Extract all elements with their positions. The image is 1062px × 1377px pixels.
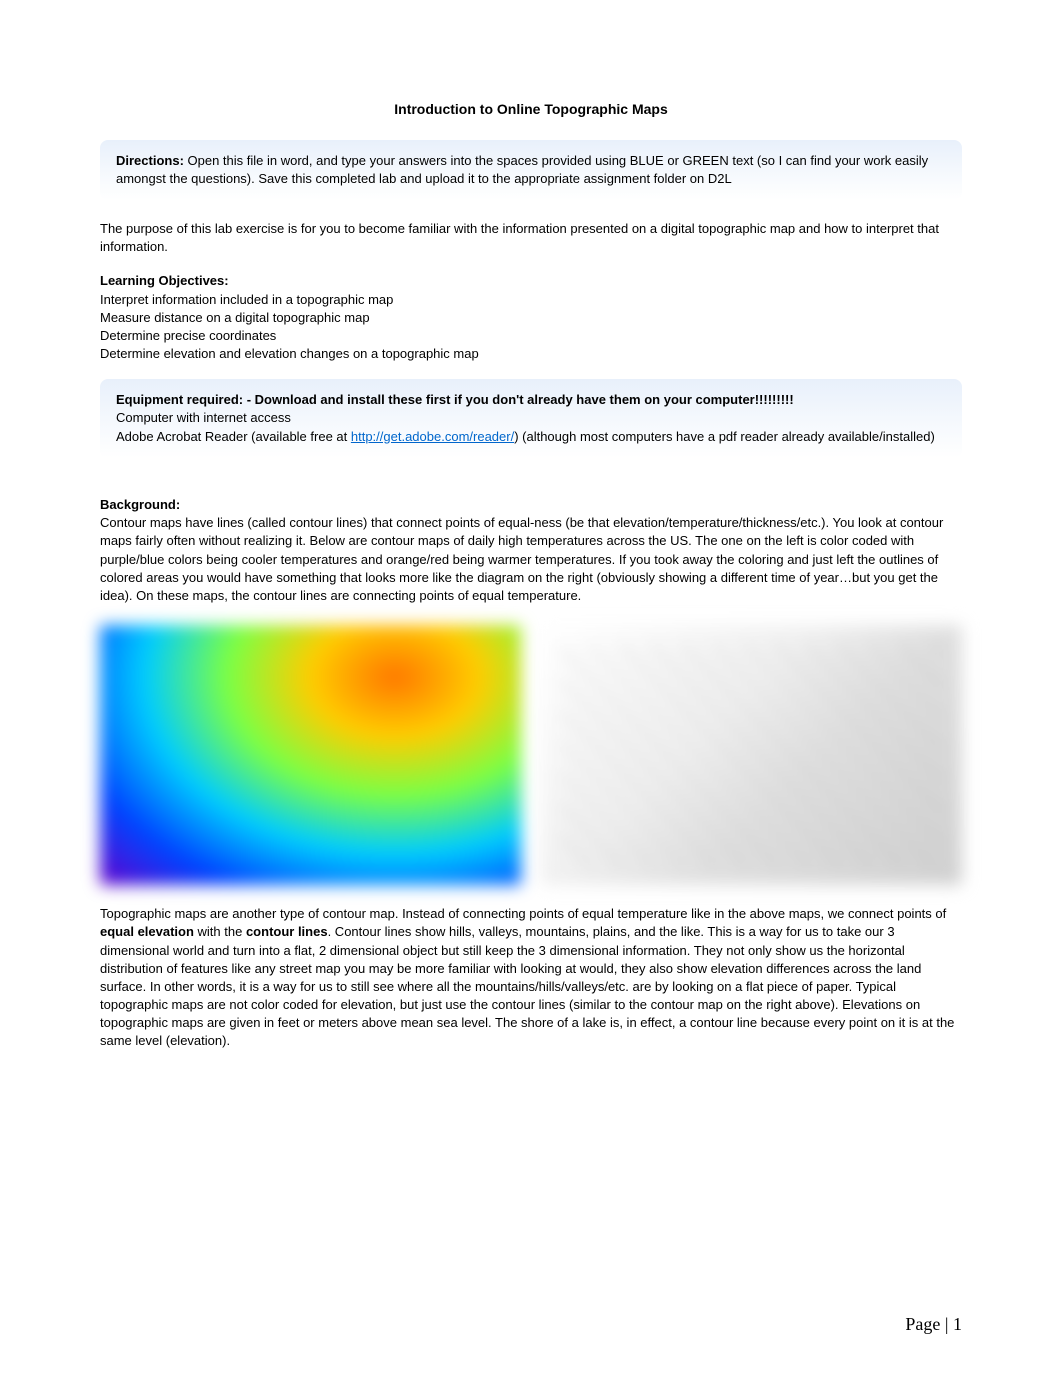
background-para-1: Contour maps have lines (called contour … [100,514,962,605]
para2-text: with the [194,924,246,939]
line-contour-map-icon [541,625,962,885]
learning-objectives: Learning Objectives: Interpret informati… [100,272,962,363]
equipment-heading: Equipment required: - Download and insta… [116,391,946,409]
para2-bold-2: contour lines [246,924,328,939]
background-section: Background: Contour maps have lines (cal… [100,496,962,605]
equipment-line: Computer with internet access [116,409,946,427]
directions-text: Open this file in word, and type your an… [116,153,928,186]
equipment-callout: Equipment required: - Download and insta… [100,379,962,458]
adobe-reader-link[interactable]: http://get.adobe.com/reader/ [351,429,514,444]
background-para-2: Topographic maps are another type of con… [100,905,962,1051]
objective-item: Measure distance on a digital topographi… [100,309,962,327]
purpose-paragraph: The purpose of this lab exercise is for … [100,220,962,256]
para2-text: Topographic maps are another type of con… [100,906,946,921]
background-heading: Background: [100,496,962,514]
directions-label: Directions: [116,153,184,168]
contour-maps-figure [100,625,962,885]
objective-item: Determine elevation and elevation change… [100,345,962,363]
page-title: Introduction to Online Topographic Maps [100,100,962,120]
page-number: Page | 1 [905,1312,962,1337]
directions-callout: Directions: Open this file in word, and … [100,140,962,200]
objective-item: Interpret information included in a topo… [100,291,962,309]
para2-bold-1: equal elevation [100,924,194,939]
objective-item: Determine precise coordinates [100,327,962,345]
para2-text: . Contour lines show hills, valleys, mou… [100,924,954,1048]
equipment-text-post: ) (although most computers have a pdf re… [514,429,935,444]
equipment-line: Adobe Acrobat Reader (available free at … [116,428,946,446]
equipment-text-pre: Adobe Acrobat Reader (available free at [116,429,351,444]
color-temperature-map-icon [100,625,521,885]
objectives-heading: Learning Objectives: [100,272,962,290]
